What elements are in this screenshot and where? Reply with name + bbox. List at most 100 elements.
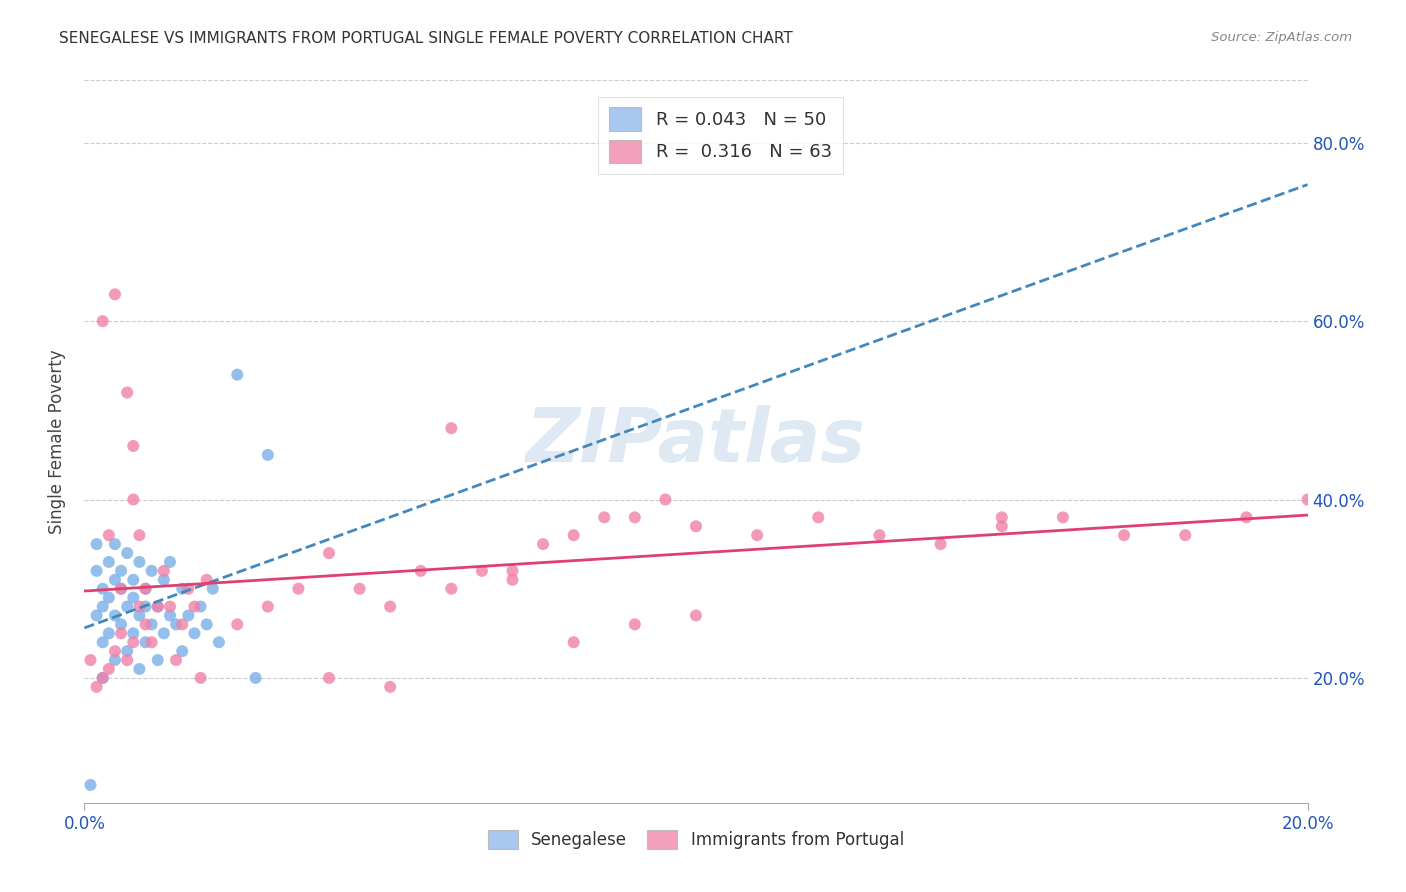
Point [153, 573, 176, 587]
Point [91, 314, 114, 328]
Point [183, 626, 205, 640]
Point [86, 537, 108, 551]
Point [115, 599, 138, 614]
Point [747, 528, 769, 542]
Point [110, 626, 132, 640]
Text: ZIPatlas: ZIPatlas [526, 405, 866, 478]
Point [318, 671, 340, 685]
Point [110, 564, 132, 578]
Point [1052, 510, 1074, 524]
Point [226, 617, 249, 632]
Point [257, 599, 280, 614]
Point [177, 608, 200, 623]
Point [128, 662, 150, 676]
Point [97, 528, 120, 542]
Point [104, 573, 127, 587]
Point [122, 626, 145, 640]
Point [86, 608, 108, 623]
Point [97, 626, 120, 640]
Point [135, 582, 157, 596]
Point [190, 599, 212, 614]
Point [79, 778, 101, 792]
Point [141, 617, 163, 632]
Point [502, 564, 524, 578]
Point [146, 653, 169, 667]
Point [122, 439, 145, 453]
Point [110, 617, 132, 632]
Point [869, 528, 891, 542]
Point [183, 599, 205, 614]
Point [159, 555, 181, 569]
Point [146, 599, 169, 614]
Point [807, 510, 830, 524]
Point [141, 564, 163, 578]
Point [257, 448, 280, 462]
Point [195, 573, 218, 587]
Point [991, 510, 1014, 524]
Point [115, 644, 138, 658]
Point [135, 599, 157, 614]
Point [624, 617, 647, 632]
Point [531, 537, 554, 551]
Point [165, 653, 187, 667]
Point [115, 653, 138, 667]
Point [562, 635, 585, 649]
Point [190, 671, 212, 685]
Point [104, 537, 127, 551]
Point [91, 635, 114, 649]
Point [128, 555, 150, 569]
Point [159, 599, 181, 614]
Point [929, 537, 952, 551]
Point [122, 635, 145, 649]
Point [104, 653, 127, 667]
Point [1114, 528, 1136, 542]
Point [122, 591, 145, 605]
Point [86, 680, 108, 694]
Point [1236, 510, 1258, 524]
Point [380, 680, 402, 694]
Point [593, 510, 616, 524]
Point [172, 617, 194, 632]
Point [135, 617, 157, 632]
Point [624, 510, 647, 524]
Point [159, 608, 181, 623]
Point [502, 573, 524, 587]
Point [349, 582, 371, 596]
Point [1174, 528, 1197, 542]
Point [208, 635, 231, 649]
Point [177, 582, 200, 596]
Point [409, 564, 432, 578]
Point [380, 599, 402, 614]
Point [122, 573, 145, 587]
Point [97, 591, 120, 605]
Point [1296, 492, 1319, 507]
Point [91, 671, 114, 685]
Point [318, 546, 340, 560]
Point [165, 617, 187, 632]
Point [86, 564, 108, 578]
Point [115, 385, 138, 400]
Point [115, 546, 138, 560]
Point [287, 582, 309, 596]
Point [991, 519, 1014, 533]
Point [471, 564, 494, 578]
Point [195, 617, 218, 632]
Point [135, 635, 157, 649]
Point [685, 519, 707, 533]
Point [104, 608, 127, 623]
Point [172, 644, 194, 658]
Point [79, 653, 101, 667]
Text: SENEGALESE VS IMMIGRANTS FROM PORTUGAL SINGLE FEMALE POVERTY CORRELATION CHART: SENEGALESE VS IMMIGRANTS FROM PORTUGAL S… [59, 31, 793, 46]
Point [122, 492, 145, 507]
Point [440, 421, 463, 435]
Point [91, 599, 114, 614]
Point [685, 608, 707, 623]
Point [91, 582, 114, 596]
Point [201, 582, 224, 596]
Point [153, 626, 176, 640]
Point [104, 287, 127, 301]
Y-axis label: Single Female Poverty: Single Female Poverty [48, 350, 66, 533]
Legend: Senegalese, Immigrants from Portugal: Senegalese, Immigrants from Portugal [481, 823, 911, 856]
Point [562, 528, 585, 542]
Point [135, 582, 157, 596]
